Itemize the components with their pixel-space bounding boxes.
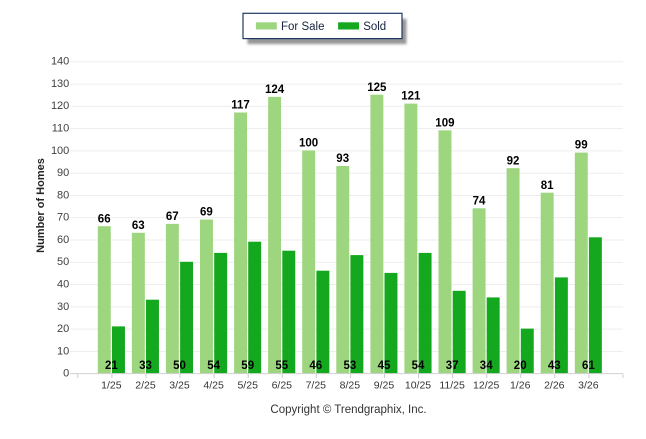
svg-text:1/25: 1/25 <box>101 380 122 392</box>
svg-text:For Sale: For Sale <box>281 21 324 33</box>
svg-text:7/25: 7/25 <box>306 380 327 392</box>
svg-text:92: 92 <box>507 155 520 167</box>
svg-text:2/25: 2/25 <box>135 380 156 392</box>
svg-text:20: 20 <box>514 360 527 372</box>
svg-text:110: 110 <box>52 123 70 135</box>
svg-text:50: 50 <box>57 256 69 268</box>
svg-text:12/25: 12/25 <box>473 380 499 392</box>
svg-text:45: 45 <box>378 360 391 372</box>
svg-text:120: 120 <box>51 100 69 112</box>
svg-text:69: 69 <box>200 207 213 219</box>
svg-text:59: 59 <box>241 360 254 372</box>
svg-text:21: 21 <box>105 360 118 372</box>
svg-text:Copyright © Trendgraphix, Inc.: Copyright © Trendgraphix, Inc. <box>270 404 426 416</box>
svg-text:20: 20 <box>57 323 69 335</box>
svg-text:Number of Homes: Number of Homes <box>35 158 47 253</box>
svg-text:3/26: 3/26 <box>578 380 599 392</box>
svg-text:124: 124 <box>265 84 285 96</box>
svg-text:80: 80 <box>57 189 69 201</box>
svg-text:40: 40 <box>57 279 69 291</box>
svg-text:54: 54 <box>207 360 220 372</box>
svg-text:4/25: 4/25 <box>203 380 224 392</box>
svg-text:3/25: 3/25 <box>169 380 190 392</box>
svg-text:10/25: 10/25 <box>405 380 431 392</box>
svg-text:99: 99 <box>575 140 588 152</box>
svg-text:33: 33 <box>139 360 152 372</box>
svg-text:53: 53 <box>344 360 357 372</box>
svg-text:1/26: 1/26 <box>510 380 531 392</box>
svg-text:30: 30 <box>57 301 69 313</box>
svg-text:109: 109 <box>435 117 454 129</box>
svg-text:54: 54 <box>412 360 425 372</box>
svg-text:34: 34 <box>480 360 493 372</box>
svg-text:81: 81 <box>541 180 554 192</box>
svg-text:61: 61 <box>582 360 595 372</box>
svg-text:66: 66 <box>98 213 111 225</box>
svg-text:140: 140 <box>51 56 69 68</box>
svg-text:43: 43 <box>548 360 561 372</box>
svg-text:11/25: 11/25 <box>439 380 465 392</box>
svg-text:63: 63 <box>132 220 145 232</box>
svg-text:60: 60 <box>57 234 69 246</box>
svg-text:46: 46 <box>309 360 322 372</box>
svg-text:0: 0 <box>63 368 69 380</box>
svg-text:Sold: Sold <box>363 21 386 33</box>
svg-text:6/25: 6/25 <box>272 380 293 392</box>
svg-text:90: 90 <box>57 167 69 179</box>
svg-text:117: 117 <box>231 100 250 112</box>
svg-text:93: 93 <box>336 153 349 165</box>
svg-text:8/25: 8/25 <box>340 380 361 392</box>
svg-text:50: 50 <box>173 360 186 372</box>
svg-text:10: 10 <box>57 345 69 357</box>
svg-text:5/25: 5/25 <box>237 380 258 392</box>
svg-text:2/26: 2/26 <box>544 380 565 392</box>
svg-text:55: 55 <box>275 360 288 372</box>
svg-text:9/25: 9/25 <box>374 380 395 392</box>
svg-text:130: 130 <box>51 78 69 90</box>
svg-text:100: 100 <box>51 145 69 157</box>
svg-text:121: 121 <box>401 91 421 103</box>
svg-text:74: 74 <box>473 195 486 207</box>
svg-text:100: 100 <box>299 138 318 150</box>
svg-text:37: 37 <box>446 360 459 372</box>
svg-text:125: 125 <box>367 82 387 94</box>
svg-text:67: 67 <box>166 211 179 223</box>
svg-text:70: 70 <box>57 212 69 224</box>
